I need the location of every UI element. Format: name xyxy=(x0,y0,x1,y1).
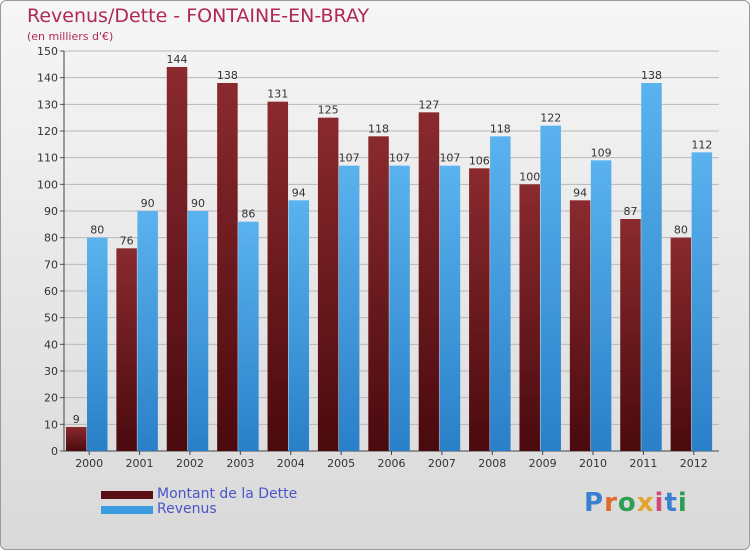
bar-revenus xyxy=(540,125,561,452)
x-tick-label: 2011 xyxy=(629,457,657,470)
data-label-dette: 106 xyxy=(469,154,490,167)
y-tick-label: 110 xyxy=(37,152,58,165)
bar-dette xyxy=(317,117,339,452)
bar-revenus xyxy=(238,221,259,451)
data-label-dette: 131 xyxy=(267,88,288,101)
x-tick-label: 2002 xyxy=(176,457,204,470)
x-tick-label: 2012 xyxy=(680,457,708,470)
y-tick-label: 50 xyxy=(44,312,58,325)
data-label-revenus: 90 xyxy=(141,197,155,210)
y-tick-label: 30 xyxy=(44,365,58,378)
data-label-dette: 76 xyxy=(120,234,134,247)
y-tick-label: 120 xyxy=(37,125,58,138)
x-tick-label: 2006 xyxy=(378,457,406,470)
bar-revenus xyxy=(490,136,511,452)
bar-dette xyxy=(670,237,692,451)
x-tick-label: 2009 xyxy=(529,457,557,470)
bar-revenus xyxy=(187,211,209,451)
bar-revenus xyxy=(691,152,713,452)
y-tick-label: 40 xyxy=(44,338,58,351)
y-tick-label: 20 xyxy=(44,392,58,405)
data-label-revenus: 107 xyxy=(439,152,460,165)
data-label-dette: 100 xyxy=(519,170,540,183)
y-tick-label: 70 xyxy=(44,258,58,271)
data-label-dette: 94 xyxy=(573,186,587,199)
bar-dette xyxy=(217,83,238,451)
legend-swatch-revenus xyxy=(101,506,153,514)
legend-label-dette: Montant de la Dette xyxy=(157,486,298,502)
x-tick-label: 2005 xyxy=(327,457,355,470)
y-tick-label: 80 xyxy=(44,232,58,245)
x-tick-label: 2000 xyxy=(75,457,103,470)
data-label-dette: 127 xyxy=(418,98,439,111)
bar-revenus xyxy=(641,83,662,451)
data-label-revenus: 109 xyxy=(591,146,612,159)
bar-dette xyxy=(469,168,490,452)
bar-dette xyxy=(418,112,440,451)
data-label-dette: 144 xyxy=(167,53,188,66)
bar-dette xyxy=(116,248,137,451)
legend-swatch-dette xyxy=(101,491,153,499)
y-tick-label: 150 xyxy=(37,45,58,58)
data-label-dette: 9 xyxy=(73,413,80,426)
x-tick-label: 2001 xyxy=(126,457,154,470)
bar-revenus xyxy=(439,165,461,451)
x-tick-label: 2004 xyxy=(277,457,305,470)
data-label-revenus: 86 xyxy=(241,208,255,221)
data-label-revenus: 94 xyxy=(292,186,306,199)
data-label-revenus: 138 xyxy=(641,69,662,82)
y-tick-label: 90 xyxy=(44,205,58,218)
bar-dette xyxy=(368,136,389,452)
data-label-revenus: 80 xyxy=(90,224,104,237)
y-tick-label: 140 xyxy=(37,72,58,85)
x-tick-label: 2003 xyxy=(226,457,254,470)
data-label-revenus: 107 xyxy=(339,152,360,165)
y-tick-label: 60 xyxy=(44,285,58,298)
legend-label-revenus: Revenus xyxy=(157,501,217,517)
bar-revenus xyxy=(389,165,410,451)
bar-revenus xyxy=(87,237,108,451)
bar-revenus xyxy=(338,165,360,451)
bar-dette xyxy=(620,219,641,451)
y-tick-label: 10 xyxy=(44,418,58,431)
data-label-dette: 138 xyxy=(217,69,238,82)
data-label-revenus: 90 xyxy=(191,197,205,210)
data-label-dette: 118 xyxy=(368,122,389,135)
proxiti-logo: Proxiti xyxy=(584,488,688,518)
data-label-dette: 125 xyxy=(318,104,339,117)
y-tick-label: 100 xyxy=(37,178,58,191)
chart-title: Revenus/Dette - FONTAINE-EN-BRAY xyxy=(27,5,370,27)
bar-revenus xyxy=(137,211,158,451)
x-tick-label: 2007 xyxy=(428,457,456,470)
bar-revenus xyxy=(590,160,612,452)
bar-dette xyxy=(166,67,188,451)
chart-subtitle: (en milliers d'€) xyxy=(27,30,114,43)
y-tick-label: 130 xyxy=(37,98,58,111)
data-label-revenus: 112 xyxy=(691,138,712,151)
data-label-revenus: 118 xyxy=(490,122,511,135)
x-tick-label: 2010 xyxy=(579,457,607,470)
x-tick-label: 2008 xyxy=(478,457,506,470)
bar-dette xyxy=(569,200,591,451)
bar-dette xyxy=(66,427,87,451)
data-label-revenus: 122 xyxy=(540,112,561,125)
bar-dette xyxy=(267,101,289,452)
data-label-dette: 87 xyxy=(623,205,637,218)
y-tick-label: 0 xyxy=(51,445,58,458)
bar-dette xyxy=(519,184,540,452)
bar-revenus xyxy=(288,200,310,451)
data-label-revenus: 107 xyxy=(389,152,410,165)
data-label-dette: 80 xyxy=(674,224,688,237)
